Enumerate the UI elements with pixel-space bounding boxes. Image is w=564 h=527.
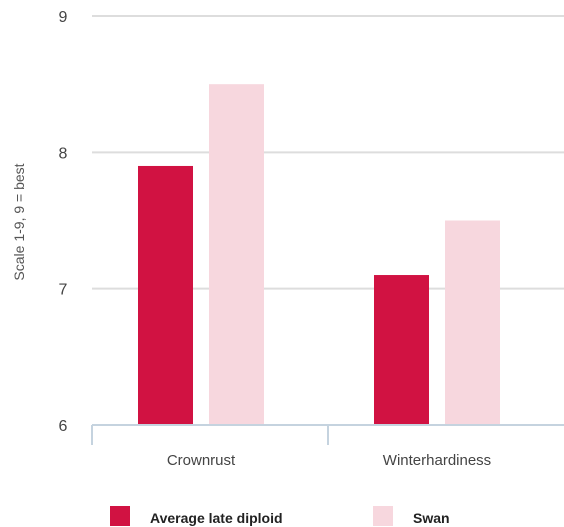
y-tick-label: 7 [59,282,68,299]
bar-average-late-diploid-crownrust [138,165,193,425]
legend-swatch-swan [373,506,393,526]
bars [138,84,500,426]
bar-average-late-diploid-winterhardiness [374,275,429,425]
y-axis-ticks: 6 7 8 9 [59,9,68,435]
x-axis: Crownrust Winterhardiness [91,424,564,469]
legend-label-swan: Swan [413,510,450,526]
legend: Average late diploid Swan [110,506,450,526]
y-tick-label: 8 [59,145,68,162]
y-tick-label: 9 [59,9,68,26]
x-tick-label: Winterhardiness [383,452,491,469]
legend-swatch-average-late-diploid [110,506,130,526]
legend-label-average-late-diploid: Average late diploid [150,510,283,526]
y-axis-title: Scale 1-9, 9 = best [11,163,27,280]
x-tick-label: Crownrust [167,452,236,469]
bar-swan-winterhardiness [445,220,500,425]
y-tick-label: 6 [59,418,68,435]
bar-swan-crownrust [209,84,264,426]
